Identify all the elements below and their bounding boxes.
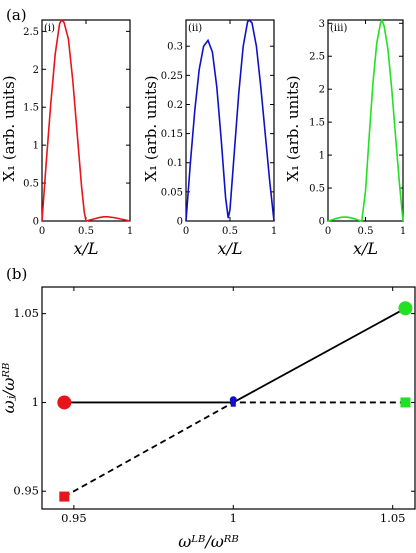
y-tick-label: 0 <box>319 217 325 228</box>
panel-tag: (ii) <box>188 23 202 34</box>
circle-marker <box>57 395 72 410</box>
x-tick-label: 0 <box>39 226 45 237</box>
chart-2: 0 0.5 1 0 0.05 0.1 0.15 0.2 0.25 0.3 x/L X₁ (arb. u… <box>142 18 277 258</box>
panel-tag: (iii) <box>330 23 347 34</box>
y-axis-label: ωⱼ/ωᴿᴮ <box>0 363 18 414</box>
x-tick-label: 1 <box>400 226 406 237</box>
y-tick-label: 1.5 <box>23 103 39 114</box>
x-axis-label: x/L <box>73 239 98 258</box>
x-tick-label: 0.5 <box>222 226 238 237</box>
x-tick-label: 1 <box>230 511 237 525</box>
x-tick-label: 0 <box>183 226 189 237</box>
y-tick-label: 0.1 <box>167 158 183 169</box>
panel-b-label: (b) <box>6 265 27 283</box>
y-axis-label: X₁ (arb. units) <box>142 75 160 181</box>
x-axis-label: ωᴸᴮ/ωᴿᴮ <box>178 532 239 551</box>
y-tick-label: 2 <box>33 65 39 76</box>
y-tick-label: 0 <box>33 217 39 228</box>
y-tick-label: 0.5 <box>309 184 325 195</box>
panel-tag: (i) <box>44 23 55 34</box>
y-tick-label: 1 <box>33 141 39 152</box>
plot-frame <box>185 19 275 222</box>
series-line-1 <box>327 17 404 223</box>
y-axis-label: X₁ (arb. units) <box>0 75 18 181</box>
y-tick-label: 2.5 <box>309 52 325 63</box>
y-tick-label: 0 <box>177 217 183 228</box>
y-tick-label: 0.5 <box>23 179 39 190</box>
square-marker <box>59 491 70 502</box>
x-tick-label: 0.5 <box>78 226 94 237</box>
x-tick-label: 0.5 <box>358 226 374 237</box>
y-tick-label: 1 <box>319 151 325 162</box>
y-tick-label: 3 <box>319 19 325 30</box>
series-line-2 <box>63 401 406 498</box>
panel-a-label: (a) <box>6 6 27 24</box>
x-tick-label: 0 <box>325 226 331 237</box>
y-tick-label: 2.5 <box>23 27 39 38</box>
y-tick-label: 2 <box>319 85 325 96</box>
chart-4: 0.95 1 1.05 0.95 1 1.05 ωᴸᴮ/ωᴿᴮ ωⱼ/ωᴿᴮ <box>0 286 416 551</box>
x-axis-label: x/L <box>217 239 242 258</box>
series-line-1 <box>41 18 131 222</box>
circle-marker <box>398 301 413 316</box>
y-tick-label: 1.05 <box>13 306 39 320</box>
x-tick-label: 1 <box>127 226 133 237</box>
y-tick-label: 0.05 <box>161 187 183 198</box>
x-axis-label: x/L <box>353 239 378 258</box>
y-tick-label: 0.2 <box>167 100 183 111</box>
chart-3: 0 0.5 1 0 0.5 1 1.5 2 2.5 3 x/L X₁ (arb. units) (iii… <box>284 17 406 258</box>
chart-1: 0 0.5 1 0 0.5 1 1.5 2 2.5 x/L X₁ (arb. units) (i) <box>0 18 133 258</box>
y-tick-label: 0.25 <box>161 71 183 82</box>
y-tick-label: 0.3 <box>167 42 183 53</box>
plot-frame <box>41 286 416 510</box>
x-tick-label: 1.05 <box>380 511 406 525</box>
y-tick-label: 1.5 <box>309 118 325 129</box>
x-tick-label: 0.95 <box>61 511 87 525</box>
y-axis-label: X₁ (arb. units) <box>284 75 302 181</box>
series-line-1 <box>185 18 275 222</box>
x-tick-label: 1 <box>271 226 277 237</box>
y-tick-label: 1 <box>32 395 39 409</box>
y-tick-label: 0.15 <box>161 129 183 140</box>
y-tick-label: 0.95 <box>13 484 39 498</box>
square-marker <box>230 401 236 407</box>
series-line-1 <box>64 307 406 404</box>
square-marker <box>400 397 411 408</box>
